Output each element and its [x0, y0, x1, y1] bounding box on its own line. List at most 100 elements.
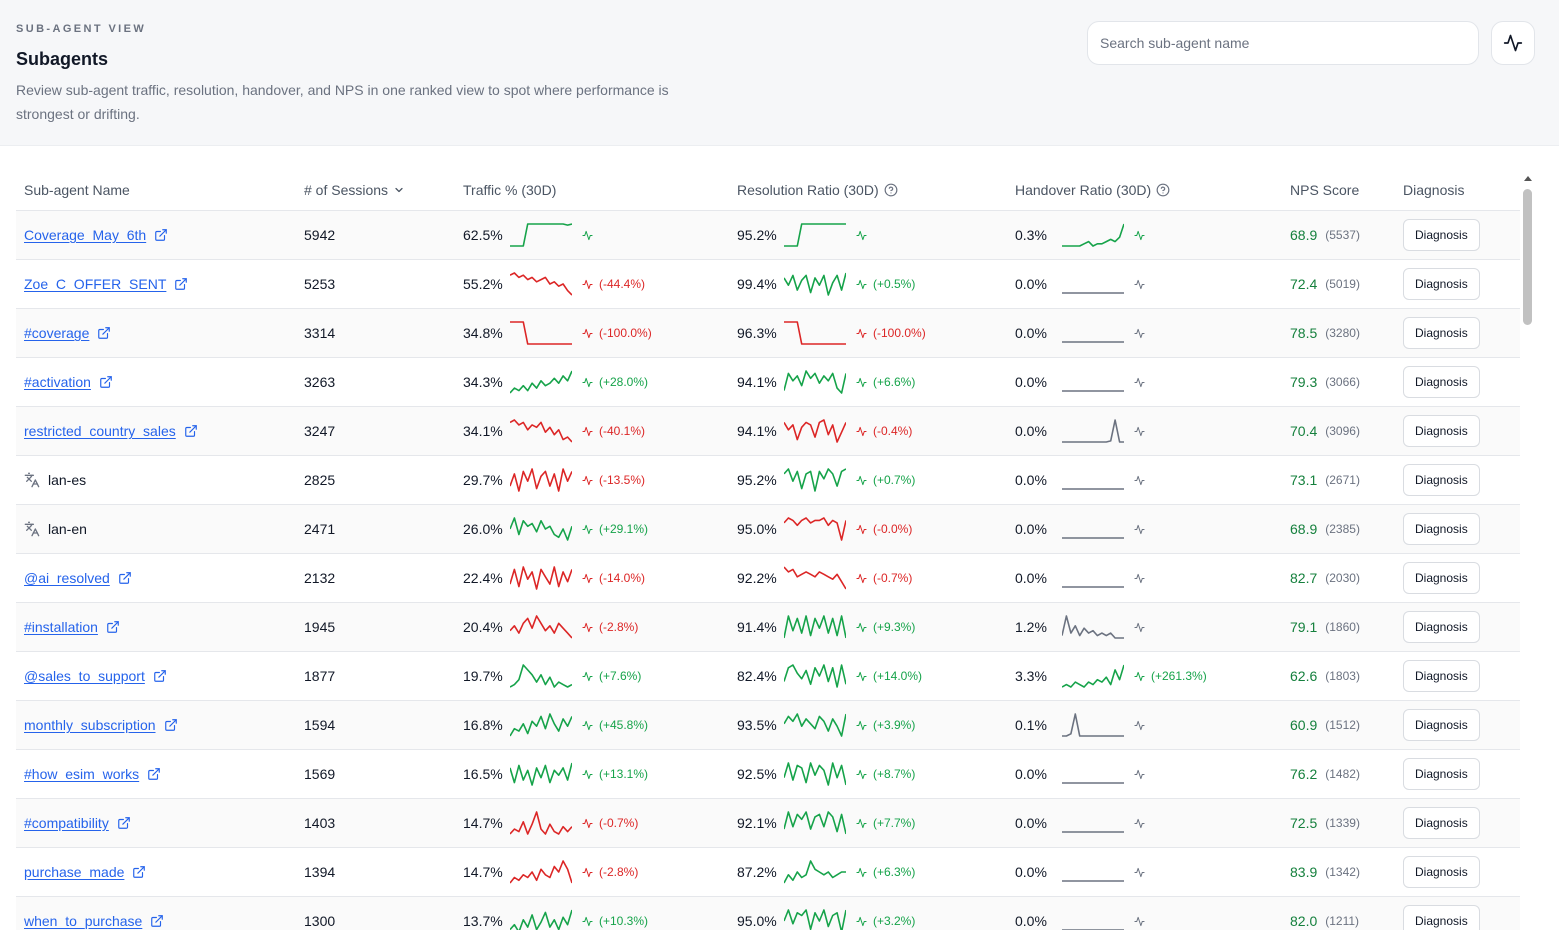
diagnosis-button[interactable]: Diagnosis	[1403, 366, 1480, 398]
diagnosis-cell: Diagnosis	[1403, 554, 1480, 602]
traffic-cell: 34.8% (-100.0%)	[463, 309, 652, 357]
external-link-icon[interactable]	[184, 424, 198, 438]
external-link-icon[interactable]	[118, 571, 132, 585]
external-link-icon[interactable]	[97, 326, 111, 340]
activity-button[interactable]	[1491, 21, 1535, 65]
diagnosis-button[interactable]: Diagnosis	[1403, 464, 1480, 496]
handover-cell: 0.1%	[1015, 701, 1145, 749]
nps-cell: 70.4 (3096)	[1290, 407, 1360, 455]
nps-score: 72.5	[1290, 815, 1318, 831]
external-link-icon[interactable]	[106, 620, 120, 634]
subagent-name-link[interactable]: @sales_to_support	[24, 668, 145, 684]
subagent-name-link[interactable]: #how_esim_works	[24, 766, 140, 782]
traffic-cell: 22.4% (-14.0%)	[463, 554, 645, 602]
resolution-sparkline	[784, 419, 846, 443]
nps-cell: 68.9 (5537)	[1290, 211, 1360, 259]
sessions-count: 3247	[304, 423, 336, 439]
diagnosis-button[interactable]: Diagnosis	[1403, 513, 1480, 545]
external-link-icon[interactable]	[174, 277, 188, 291]
activity-icon	[1134, 377, 1145, 388]
nps-score: 82.7	[1290, 570, 1318, 586]
subagent-name-link[interactable]: restricted_country_sales	[24, 423, 176, 439]
nps-cell: 60.9 (1512)	[1290, 701, 1360, 749]
table-row: #activation 3263 34.3% (+28.0%) 94.1% (+6.6%)…	[16, 358, 1520, 407]
external-link-icon[interactable]	[150, 914, 164, 928]
subagent-name-link[interactable]: Zoe_C_OFFER_SENT	[24, 276, 167, 292]
scrollbar-thumb[interactable]	[1523, 189, 1532, 325]
subagent-name-link[interactable]: #activation	[24, 374, 91, 390]
diagnosis-button[interactable]: Diagnosis	[1403, 268, 1480, 300]
diagnosis-button[interactable]: Diagnosis	[1403, 758, 1480, 790]
diagnosis-button[interactable]: Diagnosis	[1403, 905, 1480, 930]
column-header-handover[interactable]: Handover Ratio (30D)	[1015, 182, 1170, 198]
activity-icon	[1134, 769, 1145, 780]
subagent-name-link[interactable]: #installation	[24, 619, 98, 635]
handover-sparkline	[1062, 292, 1124, 294]
table-body: Coverage_May_6th 5942 62.5% 95.2% 0.3% 68.9 (5…	[16, 211, 1520, 930]
sessions-count: 1877	[304, 668, 336, 684]
handover-cell: 0.0%	[1015, 505, 1145, 553]
diagnosis-button[interactable]: Diagnosis	[1403, 562, 1480, 594]
resolution-sparkline	[784, 223, 846, 247]
handover-cell: 0.0%	[1015, 848, 1145, 896]
diagnosis-button[interactable]: Diagnosis	[1403, 660, 1480, 692]
activity-icon	[1134, 426, 1145, 437]
resolution-sparkline	[784, 517, 846, 541]
subagent-name-link[interactable]: #coverage	[24, 325, 90, 341]
external-link-icon[interactable]	[132, 865, 146, 879]
external-link-icon[interactable]	[99, 375, 113, 389]
subagent-name-link[interactable]: monthly_subscription	[24, 717, 156, 733]
handover-percent: 0.0%	[1015, 521, 1047, 537]
scrollbar[interactable]	[1521, 172, 1535, 930]
external-link-icon[interactable]	[154, 228, 168, 242]
subagent-name-link[interactable]: purchase_made	[24, 864, 125, 880]
nps-cell: 83.9 (1342)	[1290, 848, 1360, 896]
diagnosis-button[interactable]: Diagnosis	[1403, 611, 1480, 643]
column-header-name[interactable]: Sub-agent Name	[24, 182, 130, 198]
subagent-name-link[interactable]: when_to_purchase	[24, 913, 143, 929]
diagnosis-button[interactable]: Diagnosis	[1403, 709, 1480, 741]
traffic-change: (+7.6%)	[599, 669, 642, 683]
resolution-change: (+3.2%)	[873, 914, 916, 928]
handover-cell: 0.3%	[1015, 211, 1145, 259]
resolution-change: (+0.7%)	[873, 473, 916, 487]
search-input[interactable]	[1087, 21, 1479, 65]
name-cell: lan-en	[24, 505, 87, 553]
traffic-change: (+13.1%)	[599, 767, 649, 781]
help-circle-icon[interactable]	[1156, 183, 1170, 197]
help-circle-icon[interactable]	[884, 183, 898, 197]
diagnosis-button[interactable]: Diagnosis	[1403, 415, 1480, 447]
scroll-up-arrow[interactable]	[1524, 176, 1532, 181]
subagent-name-link[interactable]: Coverage_May_6th	[24, 227, 147, 243]
column-header-nps[interactable]: NPS Score	[1290, 182, 1360, 198]
traffic-percent: 19.7%	[463, 668, 503, 684]
resolution-percent: 95.2%	[737, 472, 777, 488]
resolution-cell: 95.2% (+0.7%)	[737, 456, 915, 504]
nps-score: 68.9	[1290, 521, 1318, 537]
diagnosis-button[interactable]: Diagnosis	[1403, 317, 1480, 349]
external-link-icon[interactable]	[117, 816, 131, 830]
diagnosis-button[interactable]: Diagnosis	[1403, 219, 1480, 251]
resolution-cell: 99.4% (+0.5%)	[737, 260, 915, 308]
diagnosis-cell: Diagnosis	[1403, 505, 1480, 553]
column-header-sessions[interactable]: # of Sessions	[304, 182, 405, 198]
column-header-resolution[interactable]: Resolution Ratio (30D)	[737, 182, 898, 198]
subagent-name-link[interactable]: @ai_resolved	[24, 570, 110, 586]
table-row: @sales_to_support 1877 19.7% (+7.6%) 82.4% (+…	[16, 652, 1520, 701]
external-link-icon[interactable]	[153, 669, 167, 683]
handover-sparkline	[1062, 831, 1124, 833]
diagnosis-button[interactable]: Diagnosis	[1403, 856, 1480, 888]
table-row: #compatibility 1403 14.7% (-0.7%) 92.1% (+7.7…	[16, 799, 1520, 848]
resolution-sparkline	[784, 566, 846, 590]
traffic-sparkline	[510, 909, 572, 930]
column-header-traffic[interactable]: Traffic % (30D)	[463, 182, 557, 198]
traffic-cell: 19.7% (+7.6%)	[463, 652, 641, 700]
subagent-name-link[interactable]: #compatibility	[24, 815, 109, 831]
external-link-icon[interactable]	[147, 767, 161, 781]
activity-icon	[1134, 818, 1145, 829]
external-link-icon[interactable]	[164, 718, 178, 732]
diagnosis-button[interactable]: Diagnosis	[1403, 807, 1480, 839]
activity-icon	[856, 524, 867, 535]
table-row: #how_esim_works 1569 16.5% (+13.1%) 92.5% (+8…	[16, 750, 1520, 799]
diagnosis-cell: Diagnosis	[1403, 211, 1480, 259]
